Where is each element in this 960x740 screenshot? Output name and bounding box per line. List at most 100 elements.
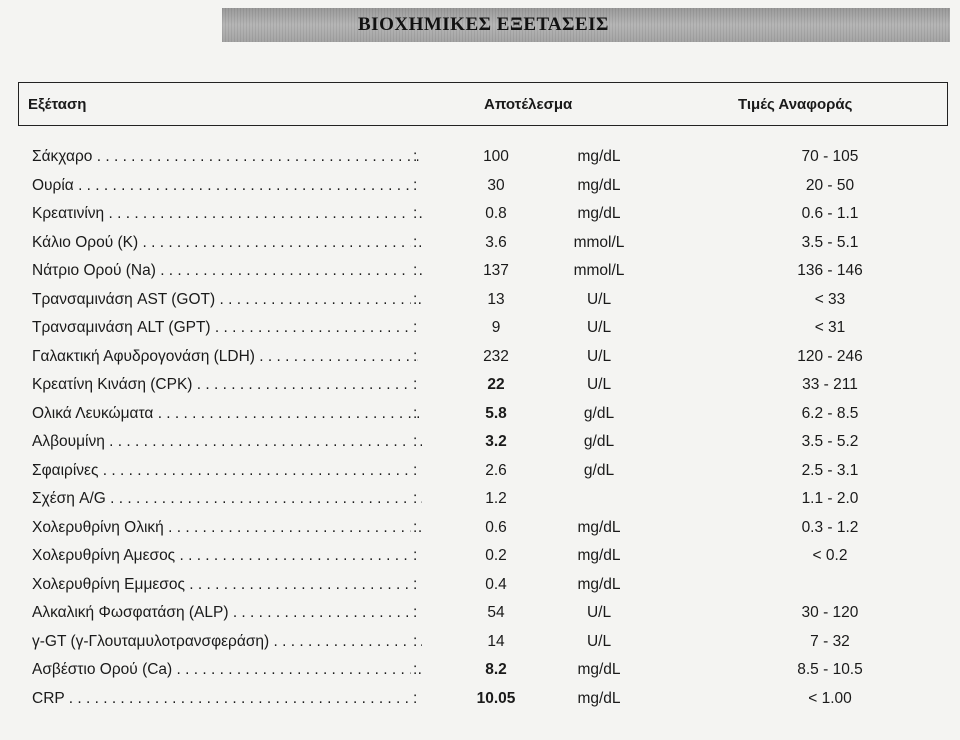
colon-separator: : xyxy=(411,490,418,508)
reference-range: 7 - 32 xyxy=(810,632,850,650)
reference-range: 136 - 146 xyxy=(797,262,863,279)
test-name: Κάλιο Ορού (K) xyxy=(32,234,422,252)
table-row: γ-GT (γ-Γλουταμυλοτρανσφεράση): 14 U/L 7 - … xyxy=(0,627,960,656)
test-name: Κρεατίνη Κινάση (CPK) xyxy=(32,376,422,394)
result-value: 0.6 xyxy=(485,518,507,536)
table-row: Σάκχαρο: 100 mg/dL 70 - 105 xyxy=(0,142,960,171)
result-value: 0.2 xyxy=(485,547,507,564)
colon-separator: : xyxy=(411,148,418,166)
test-name: Σάκχαρο xyxy=(32,148,422,166)
colon-separator: : xyxy=(411,689,418,708)
reference-range: 0.3 - 1.2 xyxy=(801,518,859,536)
result-value: 8.2 xyxy=(485,661,507,678)
table-row: Κρεατινίνη: 0.8 mg/dL 0.6 - 1.1 xyxy=(0,199,960,228)
result-unit: U/L xyxy=(586,604,612,621)
reference-range: 20 - 50 xyxy=(805,176,855,194)
table-row: Χολερυθρίνη Εμμεσος: 0.4 mg/dL xyxy=(0,570,960,599)
table-row: Αλκαλική Φωσφατάση (ALP): 54 U/L 30 - 120 xyxy=(0,598,960,627)
colon-separator: : xyxy=(411,319,418,337)
colon-separator: : xyxy=(411,233,418,252)
table-row: Κάλιο Ορού (K): 3.6 mmol/L 3.5 - 5.1 xyxy=(0,228,960,257)
result-unit: U/L xyxy=(586,347,612,365)
reference-range: 1.1 - 2.0 xyxy=(801,490,859,507)
title-bar: ΒΙΟΧΗΜΙΚΕΣ ΕΞΕΤΑΣΕΙΣ xyxy=(222,8,950,42)
table-row: Σφαιρίνες: 2.6 g/dL 2.5 - 3.1 xyxy=(0,456,960,485)
result-unit: mg/dL xyxy=(577,547,621,564)
reference-range: 3.5 - 5.2 xyxy=(801,433,859,450)
test-name: Σφαιρίνες xyxy=(32,462,422,480)
test-name: Χολερυθρίνη Ολική xyxy=(32,519,422,537)
test-name: Κρεατινίνη xyxy=(32,205,422,223)
colon-separator: : xyxy=(411,176,418,195)
result-unit: g/dL xyxy=(583,461,615,479)
table-row: Ολικά Λευκώματα: 5.8 g/dL 6.2 - 8.5 xyxy=(0,399,960,428)
result-value: 14 xyxy=(487,632,505,650)
colon-separator: : xyxy=(411,518,418,537)
reference-range: 8.5 - 10.5 xyxy=(797,661,863,678)
result-unit: mg/dL xyxy=(577,575,621,593)
result-unit: mg/dL xyxy=(577,205,621,222)
colon-separator: : xyxy=(411,262,418,280)
result-value: 1.2 xyxy=(485,490,507,507)
reference-range: < 0.2 xyxy=(812,547,848,564)
result-unit: mg/dL xyxy=(577,148,621,165)
result-unit: mmol/L xyxy=(573,233,625,251)
result-value: 0.8 xyxy=(485,205,507,222)
result-value: 100 xyxy=(483,148,509,165)
table-row: Νάτριο Ορού (Na): 137 mmol/L 136 - 146 xyxy=(0,256,960,285)
reference-range: 120 - 246 xyxy=(797,347,863,365)
colon-separator: : xyxy=(411,547,418,565)
result-value: 3.2 xyxy=(485,433,507,450)
table-row: CRP: 10.05 mg/dL < 1.00 xyxy=(0,684,960,713)
test-name: Τρανσαμινάση ALT (GPT) xyxy=(32,319,422,337)
result-value: 232 xyxy=(483,347,509,365)
colon-separator: : xyxy=(411,376,418,394)
test-name: Αλκαλική Φωσφατάση (ALP) xyxy=(32,604,422,622)
reference-range: 70 - 105 xyxy=(801,148,859,165)
table-row: Χολερυθρίνη Αμεσος: 0.2 mg/dL < 0.2 xyxy=(0,541,960,570)
header-result: Αποτέλεσμα xyxy=(484,96,573,113)
result-unit: mmol/L xyxy=(573,262,625,279)
colon-separator: : xyxy=(411,575,418,594)
result-value: 13 xyxy=(487,290,505,308)
result-unit: mg/dL xyxy=(577,176,621,194)
result-unit: g/dL xyxy=(583,404,615,422)
result-value: 10.05 xyxy=(476,689,516,707)
table-row: Χολερυθρίνη Ολική: 0.6 mg/dL 0.3 - 1.2 xyxy=(0,513,960,542)
table-row: Τρανσαμινάση AST (GOT): 13 U/L < 33 xyxy=(0,285,960,314)
reference-range: 0.6 - 1.1 xyxy=(801,205,859,222)
table-row: Κρεατίνη Κινάση (CPK): 22 U/L 33 - 211 xyxy=(0,370,960,399)
colon-separator: : xyxy=(411,661,418,679)
table-row: Ασβέστιο Ορού (Ca): 8.2 mg/dL 8.5 - 10.5 xyxy=(0,655,960,684)
result-unit: mg/dL xyxy=(577,661,621,678)
test-name: Αλβουμίνη xyxy=(32,433,422,451)
colon-separator: : xyxy=(411,461,418,480)
colon-separator: : xyxy=(411,290,418,309)
colon-separator: : xyxy=(411,404,418,423)
reference-range: < 31 xyxy=(814,319,846,336)
table-row: Σχέση A/G: 1.2 1.1 - 2.0 xyxy=(0,484,960,513)
colon-separator: : xyxy=(411,433,418,451)
result-unit: U/L xyxy=(586,290,612,308)
header-test: Εξέταση xyxy=(28,96,87,113)
table-row: Γαλακτική Αφυδρογονάση (LDH): 232 U/L 120 -… xyxy=(0,342,960,371)
table-header-box xyxy=(18,82,948,126)
test-name: Ασβέστιο Ορού (Ca) xyxy=(32,661,422,679)
result-value: 54 xyxy=(487,604,505,621)
test-name: Νάτριο Ορού (Na) xyxy=(32,262,422,280)
test-name: Ουρία xyxy=(32,177,422,195)
reference-range: 2.5 - 3.1 xyxy=(801,461,859,479)
result-value: 5.8 xyxy=(485,404,507,422)
result-unit: mg/dL xyxy=(577,518,621,536)
table-row: Ουρία: 30 mg/dL 20 - 50 xyxy=(0,171,960,200)
test-name: Χολερυθρίνη Εμμεσος xyxy=(32,576,422,594)
result-unit: g/dL xyxy=(583,433,615,450)
header-reference: Τιμές Αναφοράς xyxy=(738,96,853,113)
report-title: ΒΙΟΧΗΜΙΚΕΣ ΕΞΕΤΑΣΕΙΣ xyxy=(358,14,609,35)
reference-range: < 33 xyxy=(814,290,846,308)
test-name: Ολικά Λευκώματα xyxy=(32,405,422,423)
reference-range: < 1.00 xyxy=(808,689,852,707)
reference-range: 30 - 120 xyxy=(801,604,859,621)
table-row: Αλβουμίνη: 3.2 g/dL 3.5 - 5.2 xyxy=(0,427,960,456)
reference-range: 6.2 - 8.5 xyxy=(801,404,859,422)
